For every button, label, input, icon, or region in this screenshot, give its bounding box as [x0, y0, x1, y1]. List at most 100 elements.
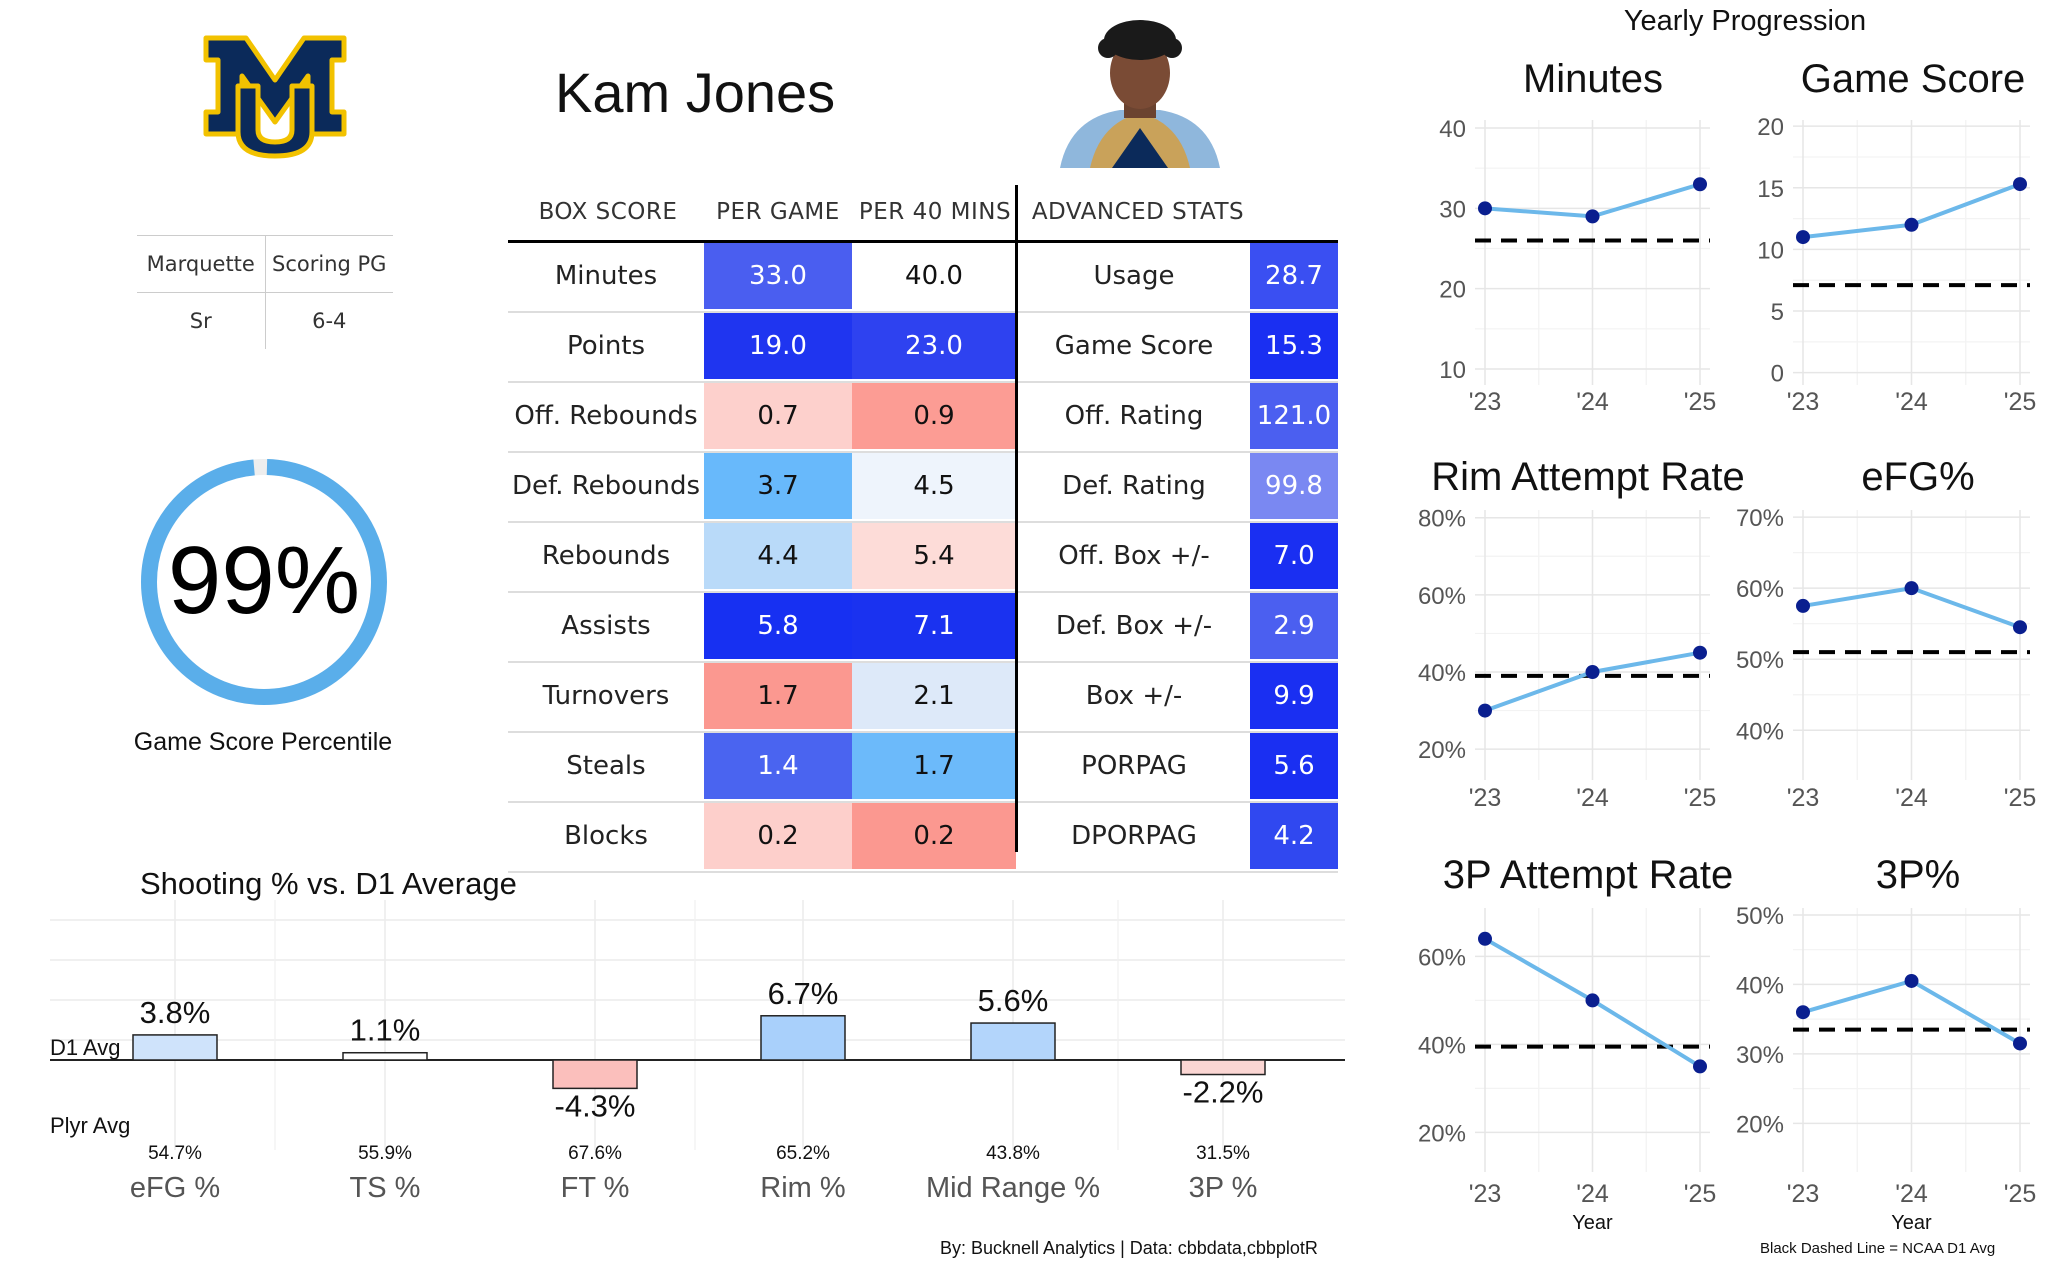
y-tick-label: 20 — [1757, 114, 1784, 141]
stats-cell-adv: DPORPAG — [1071, 821, 1197, 851]
x-tick-label: '25 — [1684, 784, 1717, 812]
y-tick-label: 20% — [1418, 737, 1466, 764]
series-point — [1796, 230, 1810, 245]
shooting-bar — [342, 1051, 428, 1061]
y-tick-label: 20 — [1439, 277, 1466, 304]
y-tick-label: 20% — [1418, 1120, 1466, 1147]
stats-row: Def. Rebounds 3.7 4.5 Def. Rating 99.8 — [508, 453, 1338, 523]
header-per-40: PER 40 MINS — [858, 199, 1012, 225]
player-value-label: 31.5% — [1196, 1143, 1250, 1164]
stats-cell-adv-val: 99.8 — [1250, 453, 1338, 519]
series-point — [1585, 209, 1600, 224]
stats-cell-per-game: 5.8 — [704, 593, 852, 659]
shooting-category-label: TS % — [350, 1172, 421, 1204]
shooting-category-label: 3P % — [1189, 1172, 1258, 1204]
stats-cell-adv: Def. Rating — [1062, 471, 1206, 501]
stats-cell-adv-val: 15.3 — [1250, 313, 1338, 379]
panel-title: 3P Attempt Rate — [1443, 853, 1734, 897]
stats-cell-adv-val: 28.7 — [1250, 243, 1338, 309]
series-point — [1796, 1005, 1810, 1020]
stats-cell-per-40: 1.7 — [852, 733, 1016, 799]
stats-cell-per-game: 1.7 — [704, 663, 852, 729]
x-tick-label: '24 — [1576, 388, 1609, 416]
x-axis-label: Year — [1572, 1212, 1613, 1234]
x-tick-label: '23 — [1787, 388, 1820, 416]
x-tick-label: '25 — [2004, 388, 2037, 416]
y-tick-label: 60% — [1736, 576, 1784, 603]
player-value-label: 67.6% — [568, 1143, 622, 1164]
stats-cell-adv-val: 121.0 — [1250, 383, 1338, 449]
player-info-table: Marquette Scoring PG Sr 6-4 — [137, 235, 393, 349]
stats-row: Blocks 0.2 0.2 DPORPAG 4.2 — [508, 803, 1338, 873]
shooting-bar-label: 5.6% — [978, 983, 1049, 1018]
stats-cell-per-40: 5.4 — [852, 523, 1016, 589]
credit-legend-note: Black Dashed Line = NCAA D1 Avg — [1760, 1240, 1996, 1257]
progression-panel: 20% 40% 60% 80% '23 '24 '25 Rim Attempt Rate — [1418, 455, 1745, 812]
y-tick-label: 30% — [1736, 1042, 1784, 1069]
player-value-label: 55.9% — [358, 1143, 412, 1164]
shooting-bar — [132, 1034, 218, 1061]
stats-cell-adv-val: 9.9 — [1250, 663, 1338, 729]
stats-cell-adv: PORPAG — [1081, 751, 1187, 781]
stats-cell-per-40: 2.1 — [852, 663, 1016, 729]
percentile-arc — [141, 459, 387, 705]
stats-cell-per-game: 1.4 — [704, 733, 852, 799]
player-value-label: 65.2% — [776, 1143, 830, 1164]
y-tick-label: 60% — [1418, 944, 1466, 971]
stats-row: Points 19.0 23.0 Game Score 15.3 — [508, 313, 1338, 383]
player-row-label: Plyr Avg — [50, 1113, 130, 1138]
y-tick-label: 40% — [1418, 660, 1466, 687]
stats-cell-per-40: 0.2 — [852, 803, 1016, 869]
shooting-bar — [760, 1015, 846, 1061]
series-point — [1585, 993, 1600, 1008]
y-tick-label: 30 — [1439, 196, 1466, 223]
y-tick-label: 0 — [1771, 361, 1784, 388]
shooting-bar-label: -4.3% — [555, 1088, 636, 1123]
shooting-category-label: Rim % — [760, 1172, 845, 1204]
shooting-bar — [552, 1059, 638, 1090]
y-tick-label: 80% — [1418, 506, 1466, 533]
stats-cell-per-40: 7.1 — [852, 593, 1016, 659]
stats-cell-per-40: 0.9 — [852, 383, 1016, 449]
stats-cell-per-game: 0.7 — [704, 383, 852, 449]
stats-cell-adv: Off. Rating — [1064, 401, 1204, 431]
stats-cell-adv: Game Score — [1054, 331, 1214, 361]
stats-cell-stat: Off. Rebounds — [514, 401, 698, 431]
y-tick-label: 10 — [1757, 237, 1784, 264]
stats-row: Off. Rebounds 0.7 0.9 Off. Rating 121.0 — [508, 383, 1338, 453]
yearly-progression-charts: Yearly Progression 10 20 30 40 '23 '24 '25 Minut… — [1418, 5, 2037, 1234]
player-role: Scoring PG — [272, 252, 387, 276]
stats-cell-adv-val: 5.6 — [1250, 733, 1338, 799]
y-tick-label: 40% — [1418, 1032, 1466, 1059]
stats-cell-adv: Box +/- — [1085, 681, 1183, 711]
x-tick-label: '23 — [1469, 784, 1502, 812]
percentile-label: Game Score Percentile — [133, 728, 393, 756]
shooting-bar-label: 1.1% — [350, 1013, 421, 1048]
series-point — [1478, 703, 1492, 718]
y-tick-label: 40% — [1736, 972, 1784, 999]
y-tick-label: 50% — [1736, 647, 1784, 674]
stats-cell-stat: Minutes — [554, 261, 658, 291]
panel-title: eFG% — [1861, 455, 1974, 499]
x-tick-label: '24 — [1895, 1180, 1928, 1208]
shooting-category-label: FT % — [561, 1172, 630, 1204]
table-divider — [1015, 185, 1018, 852]
credit-source: By: Bucknell Analytics | Data: cbbdata,c… — [940, 1238, 1318, 1258]
player-value-label: 54.7% — [148, 1143, 202, 1164]
x-tick-label: '23 — [1469, 1180, 1502, 1208]
stats-cell-adv: Usage — [1093, 261, 1175, 291]
y-tick-label: 50% — [1736, 903, 1784, 930]
stats-cell-per-game: 3.7 — [704, 453, 852, 519]
shooting-chart-title: Shooting % vs. D1 Average — [140, 866, 517, 901]
series-point — [1796, 598, 1810, 613]
stats-cell-adv: Off. Box +/- — [1058, 541, 1210, 571]
y-tick-label: 40 — [1439, 116, 1466, 143]
stats-cell-stat: Assists — [561, 611, 651, 641]
stats-table-header: BOX SCORE PER GAME PER 40 MINS ADVANCED … — [508, 185, 1338, 243]
stats-cell-per-game: 4.4 — [704, 523, 852, 589]
series-point — [1904, 581, 1919, 596]
panel-title: 3P% — [1876, 853, 1961, 897]
stats-cell-per-40: 23.0 — [852, 313, 1016, 379]
stats-cell-stat: Steals — [566, 751, 646, 781]
x-axis-label: Year — [1891, 1212, 1932, 1234]
